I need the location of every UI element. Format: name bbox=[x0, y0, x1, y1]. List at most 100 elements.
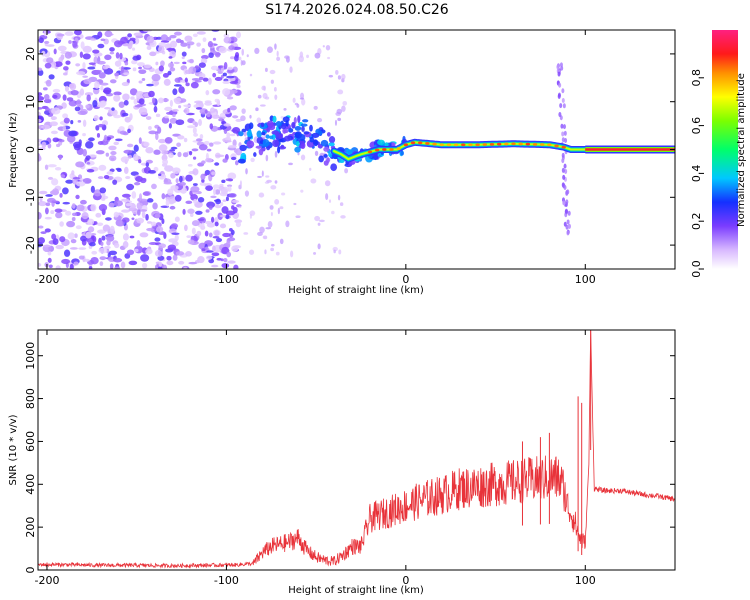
noise-speckle bbox=[113, 40, 123, 48]
noise-speckle bbox=[129, 235, 135, 239]
noise-speckle bbox=[164, 115, 169, 119]
noise-speckle bbox=[184, 107, 190, 115]
x-tick-label: 0 bbox=[402, 273, 409, 286]
noise-speckle bbox=[98, 123, 104, 128]
noise-speckle bbox=[110, 109, 118, 117]
noise-speckle bbox=[223, 61, 228, 70]
noise-speckle bbox=[175, 119, 185, 126]
y-tick-label: 200 bbox=[24, 517, 37, 538]
noise-speckle bbox=[82, 148, 88, 157]
streak-blob bbox=[561, 88, 565, 94]
faint-speckle bbox=[241, 108, 246, 114]
noise-speckle bbox=[88, 242, 96, 247]
noise-speckle bbox=[178, 175, 183, 183]
noise-speckle bbox=[165, 199, 170, 207]
noise-speckle bbox=[201, 222, 205, 229]
noise-speckle bbox=[118, 101, 125, 108]
noise-speckle bbox=[99, 187, 107, 194]
ridge-peak bbox=[525, 142, 531, 146]
ridge-peak bbox=[468, 143, 473, 147]
ridge-peak bbox=[504, 142, 509, 146]
noise-speckle bbox=[151, 73, 161, 82]
noise-speckle bbox=[162, 159, 169, 166]
ridge-peak bbox=[418, 141, 423, 145]
noise-speckle bbox=[168, 122, 172, 129]
noise-speckle bbox=[186, 41, 195, 46]
noise-speckle bbox=[99, 261, 104, 267]
ridge-peak bbox=[389, 148, 394, 151]
noise-speckle bbox=[60, 174, 66, 179]
ridge-peak bbox=[554, 144, 559, 148]
noise-speckle bbox=[38, 211, 42, 220]
noise-speckle bbox=[95, 150, 105, 155]
noise-speckle bbox=[195, 107, 203, 110]
faint-speckle bbox=[314, 52, 321, 59]
noise-speckle bbox=[218, 46, 227, 54]
noise-speckle bbox=[229, 133, 236, 137]
noise-speckle bbox=[167, 244, 177, 251]
noise-speckle bbox=[153, 105, 158, 113]
noise-speckle bbox=[109, 47, 115, 52]
ridge-peak bbox=[482, 143, 487, 146]
noise-speckle bbox=[235, 118, 243, 122]
noise-speckle bbox=[38, 153, 41, 161]
noise-speckle bbox=[72, 40, 78, 48]
noise-speckle bbox=[120, 261, 126, 269]
noise-speckle bbox=[99, 82, 109, 86]
noise-speckle bbox=[100, 38, 106, 42]
faint-speckle bbox=[241, 48, 245, 56]
noise-speckle bbox=[184, 77, 188, 83]
faint-speckle bbox=[277, 207, 281, 215]
noise-speckle bbox=[38, 119, 42, 123]
noise-speckle bbox=[151, 183, 157, 190]
y-tick-label: -10 bbox=[24, 188, 37, 206]
faint-speckle bbox=[240, 115, 246, 122]
noise-speckle bbox=[170, 185, 179, 191]
noise-speckle bbox=[59, 139, 65, 143]
noise-speckle bbox=[232, 126, 241, 134]
noise-speckle bbox=[187, 164, 193, 167]
noise-speckle bbox=[181, 56, 185, 60]
noise-speckle bbox=[62, 201, 70, 205]
x-tick-label: 100 bbox=[575, 574, 596, 587]
noise-speckle bbox=[42, 87, 48, 91]
noise-speckle bbox=[174, 77, 182, 83]
streak-blob bbox=[567, 210, 571, 216]
noise-speckle bbox=[62, 125, 67, 132]
noise-speckle bbox=[206, 250, 214, 253]
faint-speckle bbox=[337, 75, 342, 80]
noise-speckle bbox=[194, 121, 199, 128]
noise-speckle bbox=[47, 164, 57, 168]
noise-speckle bbox=[87, 218, 95, 226]
noise-speckle bbox=[90, 204, 97, 212]
snr-line bbox=[38, 330, 675, 569]
noise-speckle bbox=[44, 40, 50, 44]
noise-speckle bbox=[210, 65, 219, 71]
noise-speckle bbox=[168, 62, 175, 68]
noise-speckle bbox=[160, 34, 169, 42]
noise-speckle bbox=[207, 77, 212, 85]
noise-speckle bbox=[68, 100, 78, 107]
noise-speckle bbox=[93, 189, 102, 197]
noise-speckle bbox=[185, 82, 190, 87]
noise-speckle bbox=[39, 196, 43, 202]
noise-speckle bbox=[192, 127, 197, 135]
faint-speckle bbox=[295, 215, 301, 218]
noise-speckle bbox=[128, 260, 138, 266]
streak-blob bbox=[558, 82, 562, 88]
ridge-blob bbox=[323, 146, 330, 152]
noise-speckle bbox=[153, 166, 159, 172]
x-tick-label: -200 bbox=[34, 273, 59, 286]
noise-speckle bbox=[150, 221, 157, 227]
noise-speckle bbox=[85, 155, 91, 161]
noise-speckle bbox=[226, 132, 231, 139]
noise-speckle bbox=[193, 133, 199, 137]
faint-speckle bbox=[328, 74, 334, 78]
noise-speckle bbox=[145, 248, 153, 255]
faint-speckle bbox=[254, 47, 260, 54]
noise-speckle bbox=[146, 83, 154, 87]
ridge-peak bbox=[489, 142, 495, 146]
noise-speckle bbox=[169, 205, 176, 210]
noise-speckle bbox=[191, 220, 200, 227]
